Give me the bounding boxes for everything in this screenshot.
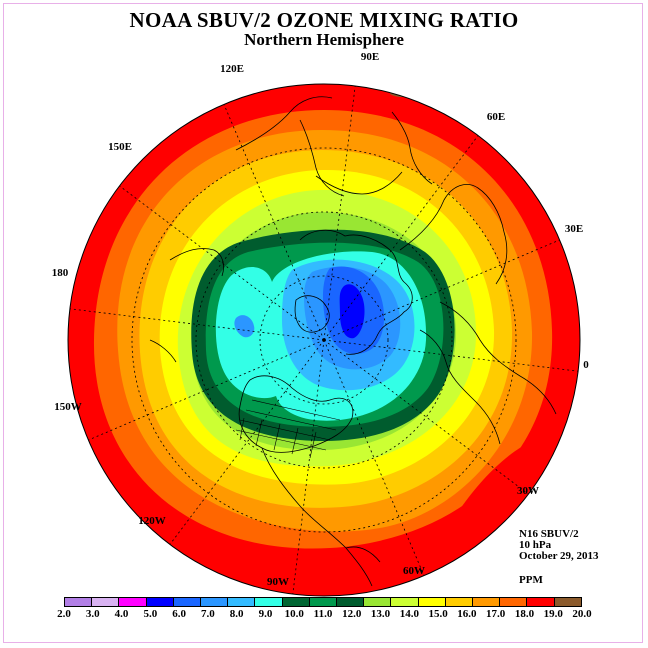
colorbar-swatch xyxy=(554,598,581,606)
colorbar-swatch xyxy=(473,598,501,606)
longitude-label: 120E xyxy=(220,63,244,75)
colorbar-tick-label: 15.0 xyxy=(428,608,448,620)
map-title: NOAA SBUV/2 OZONE MIXING RATIO xyxy=(129,8,519,32)
colorbar-tick-label: 7.0 xyxy=(201,608,215,620)
pressure-level-label: 10 hPa xyxy=(519,539,552,551)
longitude-label: 0 xyxy=(583,359,589,371)
colorbar-tick-label: 16.0 xyxy=(457,608,477,620)
coastlines xyxy=(149,96,557,587)
colorbar-swatch xyxy=(92,598,120,606)
colorbar-swatch xyxy=(119,598,147,606)
grid-boxes xyxy=(235,399,341,459)
globe-outline xyxy=(67,83,581,597)
field-band-redstreak-east xyxy=(549,232,576,303)
colorbar-swatch xyxy=(309,598,338,606)
colorbar-tick-label: 3.0 xyxy=(85,608,100,620)
colorbar-swatch xyxy=(391,598,419,606)
colorbar-swatch xyxy=(337,598,365,606)
colorbar-swatch xyxy=(146,598,174,606)
colorbar-swatch xyxy=(445,598,474,606)
units-label: PPM xyxy=(519,574,543,586)
colorbar-swatch xyxy=(255,598,283,606)
colorbar-tick-label: 17.0 xyxy=(486,608,506,620)
longitude-label: 90E xyxy=(361,51,379,63)
colorbar-swatch xyxy=(418,598,446,606)
longitude-labels: 90E 60E 30E 0 30W 60W 90W 120W 150W 180 150E 120E xyxy=(52,51,590,588)
latitude-circle-70 xyxy=(259,275,389,405)
colorbar-tick-label: 20.0 xyxy=(572,608,592,620)
satellite-label: N16 SBUV/2 xyxy=(519,528,579,540)
page-frame xyxy=(3,3,643,643)
colorbar-tick-label: 8.0 xyxy=(229,608,244,620)
colorbar-tick-label: 13.0 xyxy=(370,608,391,620)
longitude-label: 150W xyxy=(54,401,82,413)
longitude-label: 120W xyxy=(138,515,166,527)
longitude-label: 30W xyxy=(517,485,539,497)
colorbar-tick-label: 9.0 xyxy=(258,608,273,620)
colorbar-tick-label: 11.0 xyxy=(313,608,333,620)
colorbar-swatch xyxy=(364,598,392,606)
longitude-label: 180 xyxy=(52,267,69,279)
latitude-circle-50 xyxy=(195,211,453,469)
colorbar-swatch xyxy=(500,598,528,606)
colorbar-tick-label: 5.0 xyxy=(143,608,158,620)
colorbar-ticks: 2.0 3.0 4.0 5.0 6.0 7.0 8.0 9.0 10.0 11.0 12.0 13.0… xyxy=(0,608,648,624)
colorbar-tick-label: 19.0 xyxy=(543,608,563,620)
colorbar-swatch xyxy=(282,598,310,606)
colorbar-swatch xyxy=(173,598,202,606)
colorbar-tick-label: 6.0 xyxy=(172,608,186,620)
colorbar-tick-label: 4.0 xyxy=(114,608,129,620)
colorbar-swatch xyxy=(228,598,256,606)
longitude-label: 90W xyxy=(267,576,289,588)
colorbar-tick-label: 10.0 xyxy=(284,608,304,620)
colorbar-swatch xyxy=(65,598,93,606)
longitude-label: 150E xyxy=(108,141,132,153)
field-band-core xyxy=(339,284,365,339)
graticule xyxy=(69,85,579,595)
colorbar-tick-label: 18.0 xyxy=(514,608,535,620)
colorbar-swatch xyxy=(527,598,555,606)
field-band-pocket xyxy=(234,315,255,338)
brown-patch xyxy=(390,87,414,97)
colorbar-swatch xyxy=(201,598,229,606)
colorbar-tick-label: 14.0 xyxy=(399,608,419,620)
colorbar-tick-label: 12.0 xyxy=(342,608,362,620)
colorbar-tick-label: 2.0 xyxy=(57,608,71,620)
date-label: October 29, 2013 xyxy=(519,550,599,562)
colorbar xyxy=(64,597,582,607)
latitude-circle-30 xyxy=(131,147,517,533)
longitude-label: 60E xyxy=(487,111,505,123)
longitude-label: 30E xyxy=(565,223,583,235)
longitude-label: 60W xyxy=(403,565,425,577)
map-subtitle: Northern Hemisphere xyxy=(244,30,404,49)
